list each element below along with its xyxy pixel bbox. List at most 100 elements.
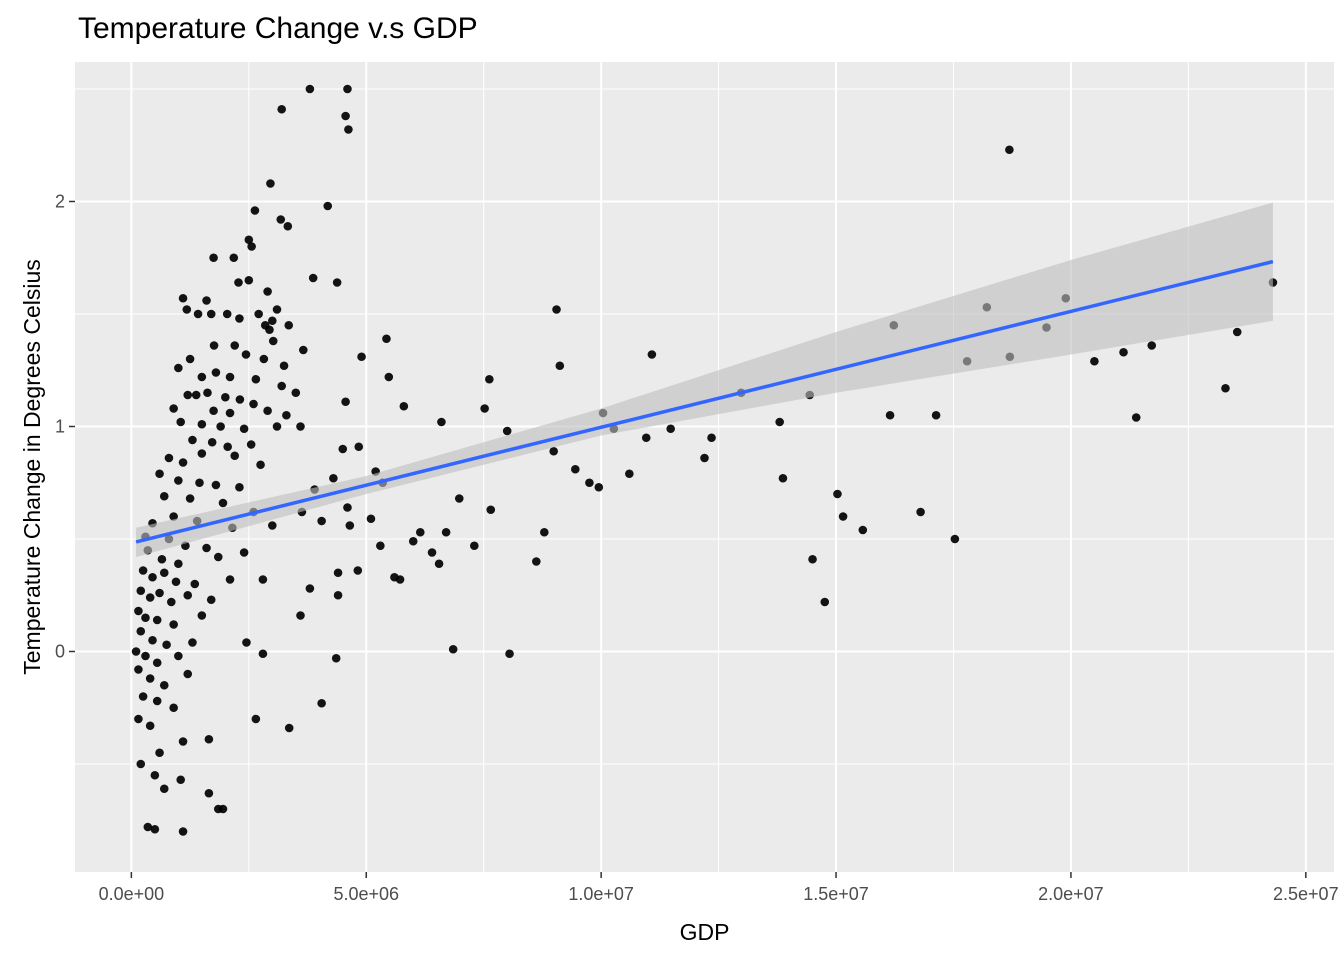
- data-point: [251, 714, 261, 724]
- data-point: [247, 242, 256, 251]
- data-point: [176, 417, 185, 427]
- data-point: [174, 651, 183, 661]
- data-point: [415, 527, 425, 537]
- data-point: [145, 721, 155, 731]
- data-point: [159, 491, 169, 501]
- data-point: [183, 390, 193, 400]
- data-point: [354, 442, 364, 452]
- data-point: [211, 368, 221, 377]
- data-point: [532, 557, 541, 566]
- data-point: [279, 361, 289, 371]
- data-point: [141, 613, 150, 623]
- data-point: [249, 399, 258, 409]
- data-point: [178, 293, 188, 303]
- data-point: [155, 469, 164, 479]
- data-point: [155, 588, 164, 598]
- data-point: [382, 334, 391, 344]
- data-point: [441, 527, 451, 537]
- data-point: [225, 372, 235, 382]
- data-point: [202, 296, 211, 305]
- data-point: [202, 543, 211, 553]
- data-point: [485, 374, 494, 384]
- data-point: [408, 536, 418, 546]
- data-point: [555, 361, 565, 371]
- data-point: [540, 527, 549, 537]
- data-point: [159, 680, 169, 690]
- data-point: [707, 433, 716, 443]
- data-point: [148, 572, 157, 582]
- x-axis-title: GDP: [680, 919, 730, 945]
- y-tick-label: 0: [55, 642, 65, 662]
- data-point: [268, 316, 277, 326]
- data-point: [858, 525, 868, 535]
- data-point: [343, 503, 352, 512]
- data-point: [341, 397, 350, 407]
- data-point: [221, 392, 230, 402]
- data-point: [178, 737, 188, 746]
- data-point: [505, 649, 514, 659]
- data-point: [1221, 383, 1230, 393]
- y-tick-label: 1: [55, 417, 65, 437]
- data-point: [265, 325, 274, 335]
- data-point: [258, 575, 268, 584]
- data-point: [341, 111, 350, 121]
- data-point: [136, 759, 146, 769]
- data-point: [206, 595, 216, 605]
- data-point: [185, 494, 195, 503]
- data-point: [571, 464, 580, 474]
- data-point: [833, 489, 842, 499]
- data-point: [305, 584, 315, 593]
- data-point: [399, 401, 409, 411]
- data-point: [155, 748, 164, 758]
- data-point: [159, 568, 169, 578]
- data-point: [666, 424, 675, 434]
- data-point: [182, 305, 192, 314]
- data-point: [1147, 341, 1157, 350]
- data-point: [263, 406, 272, 416]
- data-point: [152, 658, 162, 668]
- data-point: [434, 559, 444, 569]
- data-point: [136, 626, 146, 636]
- data-point: [950, 534, 960, 544]
- data-point: [268, 521, 277, 530]
- data-point: [641, 433, 651, 443]
- data-point: [838, 512, 848, 521]
- data-point: [235, 395, 245, 404]
- data-point: [277, 381, 287, 391]
- x-tick-label: 0.0e+00: [99, 884, 165, 904]
- data-point: [276, 215, 286, 224]
- data-point: [195, 478, 204, 488]
- data-point: [282, 410, 291, 420]
- data-point: [241, 350, 251, 359]
- data-point: [296, 611, 305, 620]
- data-point: [176, 775, 185, 785]
- data-point: [209, 341, 219, 350]
- data-point: [203, 388, 212, 398]
- data-point: [204, 788, 214, 798]
- data-point: [239, 548, 249, 557]
- data-point: [353, 566, 363, 575]
- data-point: [625, 469, 634, 479]
- data-point: [183, 669, 193, 679]
- data-point: [222, 309, 232, 319]
- data-point: [254, 309, 263, 319]
- data-point: [272, 422, 282, 431]
- data-point: [188, 638, 197, 647]
- data-point: [820, 597, 830, 607]
- data-point: [164, 453, 174, 463]
- data-point: [808, 554, 817, 564]
- data-point: [185, 354, 195, 364]
- data-point: [141, 651, 150, 661]
- data-point: [256, 460, 265, 470]
- data-point: [251, 374, 261, 384]
- x-tick-label: 2.0e+07: [1038, 884, 1104, 904]
- data-point: [384, 372, 394, 382]
- data-point: [174, 363, 183, 373]
- data-point: [223, 442, 232, 452]
- y-axis-title: Temperature Change in Degrees Celsius: [19, 259, 45, 675]
- data-point: [197, 419, 207, 429]
- data-point: [244, 275, 254, 285]
- data-point: [284, 723, 294, 733]
- data-point: [235, 482, 244, 492]
